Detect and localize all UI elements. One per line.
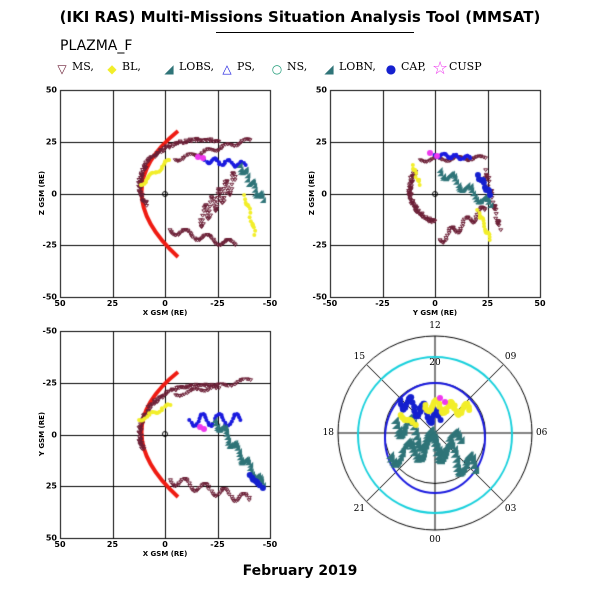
legend-label: CUSP	[449, 60, 482, 73]
mission-name: PLAZMA_F	[60, 38, 133, 54]
legend-label: MS,	[72, 60, 94, 73]
tick-label: 25	[106, 299, 119, 308]
legend-label: PS,	[237, 60, 256, 73]
y-axis-label: Z GSM (RE)	[308, 170, 317, 215]
tick-label: -25	[375, 299, 390, 308]
y-axis-label: Y GSM (RE)	[38, 411, 47, 456]
tick-label: -25	[210, 299, 225, 308]
triangle-down-icon: ▽	[57, 62, 67, 76]
hour-label: 00	[429, 534, 441, 545]
tick-label: -25	[210, 540, 225, 549]
tick-label: 50	[315, 85, 327, 95]
tick-label: -25	[312, 240, 327, 250]
tick-label: -50	[312, 292, 327, 302]
tick-label: 25	[45, 481, 57, 491]
triangle-right-icon: ◢	[324, 62, 334, 76]
radial-label: 20	[429, 358, 441, 368]
tick-label: 50	[45, 85, 57, 95]
hour-label: 15	[353, 352, 366, 363]
title-underline	[216, 32, 414, 33]
hour-label: 06	[535, 428, 548, 438]
tick-label: -25	[42, 240, 57, 250]
tick-label: 25	[45, 137, 57, 147]
tick-label: -50	[42, 292, 57, 302]
tick-label: 25	[315, 137, 327, 147]
tick-label: -50	[262, 299, 278, 308]
tick-label: 50	[534, 299, 546, 308]
hour-label: 18	[322, 428, 335, 438]
hour-label: 12	[429, 321, 441, 332]
tick-label: 25	[106, 540, 119, 549]
page-title: (IKI RAS) Multi-Missions Situation Analy…	[59, 8, 541, 26]
triangle-right-icon: ◢	[164, 62, 174, 76]
legend-label: NS,	[287, 60, 308, 73]
legend-label: LOBS,	[179, 60, 215, 73]
hour-label: 09	[504, 352, 517, 363]
tick-label: 0	[162, 540, 168, 549]
tick-label: 0	[51, 430, 57, 439]
legend-label: BL,	[122, 60, 141, 73]
x-axis-label: X GSM (RE)	[142, 550, 188, 558]
diamond-icon: ◆	[107, 62, 117, 76]
tick-label: 50	[54, 299, 66, 308]
legend-label: CAP,	[401, 60, 427, 73]
tick-label: 50	[54, 540, 66, 549]
hour-label: 21	[353, 503, 366, 514]
tick-label: 50	[45, 533, 57, 543]
tick-label: 0	[432, 299, 438, 308]
triangle-up-icon: △	[222, 62, 232, 76]
tick-label: -50	[322, 299, 338, 308]
circle-icon: ○	[271, 62, 283, 76]
tick-label: 25	[481, 299, 494, 308]
x-axis-label: Y GSM (RE)	[412, 309, 458, 317]
tick-label: 0	[321, 189, 327, 198]
tick-label: -50	[42, 326, 57, 336]
tick-label: 0	[51, 189, 57, 198]
tick-label: -25	[42, 378, 57, 388]
legend-label: LOBN,	[339, 60, 376, 73]
star-icon: ☆	[432, 58, 449, 79]
date-label: February 2019	[242, 563, 358, 579]
x-axis-label: X GSM (RE)	[142, 309, 188, 317]
tick-label: 0	[162, 299, 168, 308]
hour-label: 03	[504, 503, 517, 514]
y-axis-label: Z GSM (RE)	[38, 170, 47, 215]
tick-label: -50	[262, 540, 278, 549]
filled-circle-icon: ●	[385, 62, 397, 76]
